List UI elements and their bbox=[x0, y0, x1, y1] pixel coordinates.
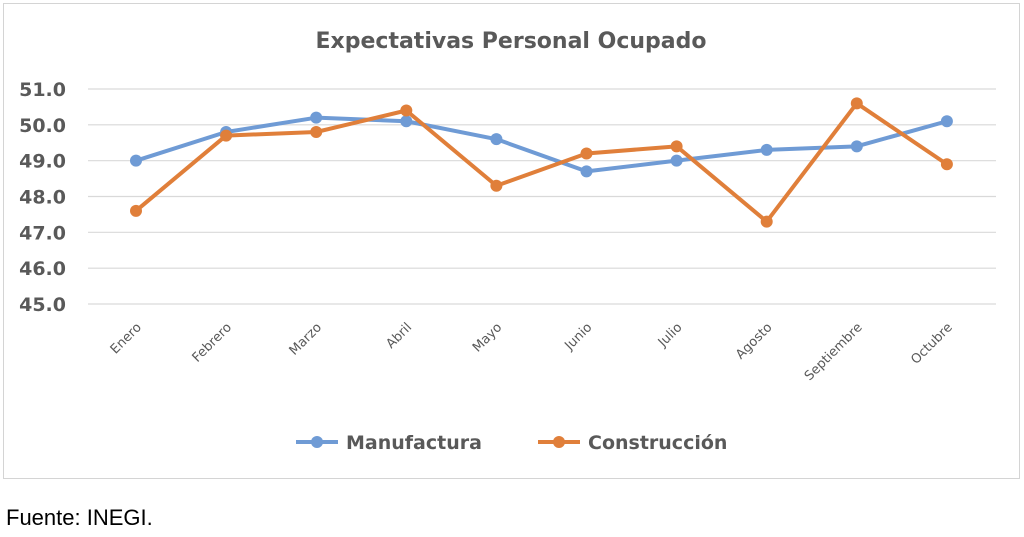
data-point bbox=[130, 204, 142, 217]
series-manufactura bbox=[130, 111, 953, 178]
x-tick-label: Septiembre bbox=[802, 320, 866, 384]
x-tick-label: Mayo bbox=[470, 320, 505, 355]
source-note: Fuente: INEGI. bbox=[6, 505, 153, 530]
data-point bbox=[670, 140, 683, 153]
legend-item[interactable]: Construcción bbox=[538, 432, 727, 454]
data-point bbox=[760, 215, 773, 228]
data-point bbox=[310, 126, 323, 138]
legend[interactable]: Manufactura Construcción bbox=[296, 432, 727, 454]
legend-label: Manufactura bbox=[346, 432, 482, 454]
x-tick-label: Marzo bbox=[287, 320, 325, 358]
data-point bbox=[940, 158, 953, 171]
x-tick-label: Abril bbox=[384, 320, 416, 352]
series-line bbox=[134, 115, 949, 174]
y-tick-label: 45.0 bbox=[19, 294, 66, 316]
series-line bbox=[134, 101, 949, 224]
x-axis-ticks: Enero Febrero Marzo Abril Mayo Junio Julio Agos… bbox=[108, 320, 956, 384]
x-tick-label: Junio bbox=[561, 320, 595, 354]
y-tick-label: 48.0 bbox=[19, 187, 66, 209]
legend-item[interactable]: Manufactura bbox=[296, 432, 482, 454]
x-tick-label: Julio bbox=[655, 320, 686, 351]
data-point bbox=[400, 104, 413, 117]
y-tick-label: 47.0 bbox=[19, 222, 66, 244]
data-point bbox=[760, 143, 773, 156]
x-tick-label: Octubre bbox=[908, 320, 955, 367]
legend-label: Construcción bbox=[588, 432, 727, 454]
data-point bbox=[850, 97, 863, 110]
x-tick-label: Enero bbox=[108, 320, 145, 357]
data-point bbox=[220, 129, 233, 142]
data-point bbox=[400, 115, 413, 128]
data-point bbox=[130, 154, 142, 167]
y-tick-label: 51.0 bbox=[19, 79, 66, 101]
legend-marker bbox=[553, 436, 565, 448]
data-point bbox=[940, 115, 953, 128]
data-point bbox=[490, 133, 503, 146]
y-tick-label: 49.0 bbox=[19, 151, 66, 173]
legend-marker bbox=[311, 436, 323, 448]
chart-frame bbox=[3, 3, 1020, 479]
chart-title: Expectativas Personal Ocupado bbox=[316, 29, 707, 54]
data-point bbox=[850, 140, 863, 153]
data-point bbox=[670, 154, 683, 167]
series-layer bbox=[130, 97, 953, 228]
y-tick-label: 46.0 bbox=[19, 258, 66, 280]
y-axis-ticks: 45.0 46.0 47.0 48.0 49.0 50.0 51.0 bbox=[19, 79, 66, 316]
data-point bbox=[490, 179, 503, 192]
x-tick-label: Febrero bbox=[190, 320, 235, 365]
y-tick-label: 50.0 bbox=[19, 115, 66, 137]
x-tick-label: Agosto bbox=[733, 320, 775, 362]
data-point bbox=[580, 165, 593, 178]
grid-lines bbox=[88, 88, 996, 305]
data-point bbox=[580, 147, 593, 160]
line-chart: Expectativas Personal Ocupado 45.0 46.0 47… bbox=[19, 29, 996, 454]
data-point bbox=[310, 111, 323, 124]
series-construcción bbox=[130, 97, 953, 228]
